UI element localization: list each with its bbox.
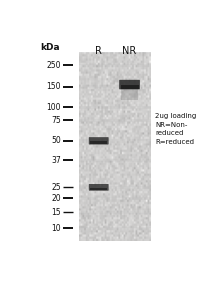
Text: 10: 10: [51, 224, 61, 233]
Text: 100: 100: [47, 103, 61, 112]
Bar: [79, 53, 151, 241]
Bar: [79, 197, 151, 200]
Bar: [79, 211, 151, 214]
Bar: [79, 186, 151, 189]
Text: 25: 25: [51, 183, 61, 192]
Text: 20: 20: [51, 194, 61, 203]
FancyBboxPatch shape: [89, 184, 109, 191]
Bar: [121, 86, 138, 100]
Text: NR: NR: [122, 46, 137, 56]
Bar: [79, 119, 151, 122]
Text: 150: 150: [47, 82, 61, 91]
Bar: [79, 85, 151, 89]
Bar: [90, 141, 107, 144]
Text: 50: 50: [51, 136, 61, 145]
Text: R: R: [95, 46, 102, 56]
FancyBboxPatch shape: [119, 80, 140, 89]
FancyBboxPatch shape: [89, 137, 109, 144]
Bar: [79, 139, 151, 142]
Text: 2ug loading
NR=Non-
reduced
R=reduced: 2ug loading NR=Non- reduced R=reduced: [155, 113, 196, 145]
Bar: [120, 85, 139, 89]
Bar: [79, 227, 151, 230]
Bar: [79, 106, 151, 109]
Bar: [90, 188, 107, 190]
Bar: [79, 159, 151, 162]
Text: 37: 37: [51, 156, 61, 165]
Text: kDa: kDa: [40, 44, 60, 53]
Text: 250: 250: [47, 61, 61, 70]
Text: 75: 75: [51, 116, 61, 125]
Text: 15: 15: [51, 208, 61, 217]
Bar: [79, 64, 151, 67]
